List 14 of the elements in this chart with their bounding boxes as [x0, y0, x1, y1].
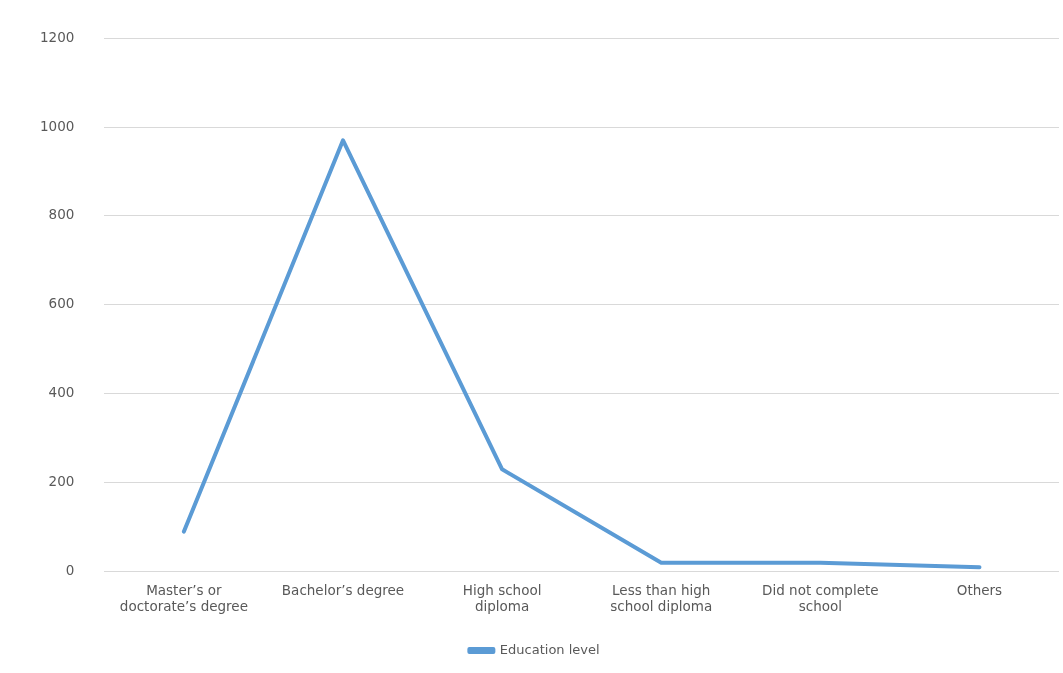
- x-tick-label: Bachelor’s degree: [281, 582, 405, 599]
- x-tick-label: Less than high school diploma: [610, 582, 713, 615]
- y-tick-label: 0: [65, 562, 75, 579]
- legend-label: Education level: [499, 641, 600, 657]
- y-tick-label: 1200: [40, 28, 75, 45]
- x-tick-label: Master’s or doctorate’s degree: [119, 582, 248, 615]
- x-tick-label: High school diploma: [462, 582, 542, 615]
- x-tick-label: Others: [956, 582, 1003, 599]
- y-tick-label: 1000: [40, 117, 75, 134]
- y-tick-label: 200: [48, 473, 75, 490]
- x-tick-label: Did not complete school: [762, 582, 879, 615]
- y-tick-label: 400: [48, 384, 75, 401]
- y-tick-label: 600: [48, 295, 75, 312]
- y-tick-label: 800: [48, 206, 75, 223]
